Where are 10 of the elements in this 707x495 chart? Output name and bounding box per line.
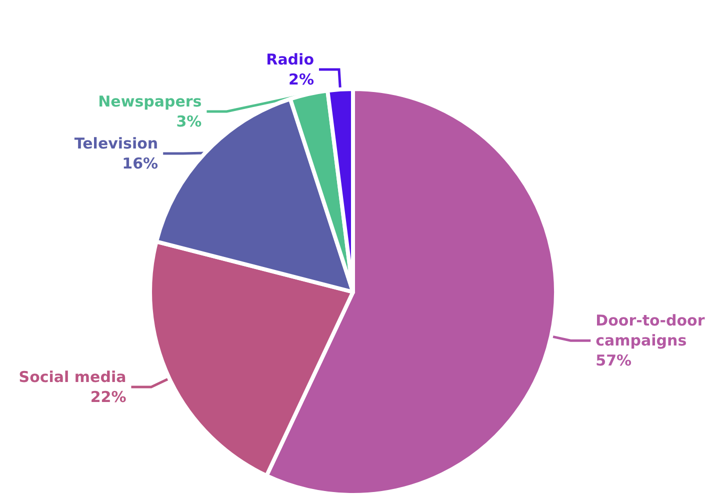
slice-label: Newspapers (98, 92, 202, 110)
data-label: 22% (90, 388, 126, 406)
slice-label: Radio (266, 50, 314, 68)
data-label: 2% (288, 70, 314, 88)
data-label: 16% (122, 154, 158, 172)
data-label: 57% (596, 352, 632, 370)
slice-label: Television (74, 134, 158, 152)
slice-label: Door-to-door campaigns (596, 312, 707, 350)
data-label: 3% (176, 112, 202, 130)
slice-label: Social media (18, 368, 126, 386)
